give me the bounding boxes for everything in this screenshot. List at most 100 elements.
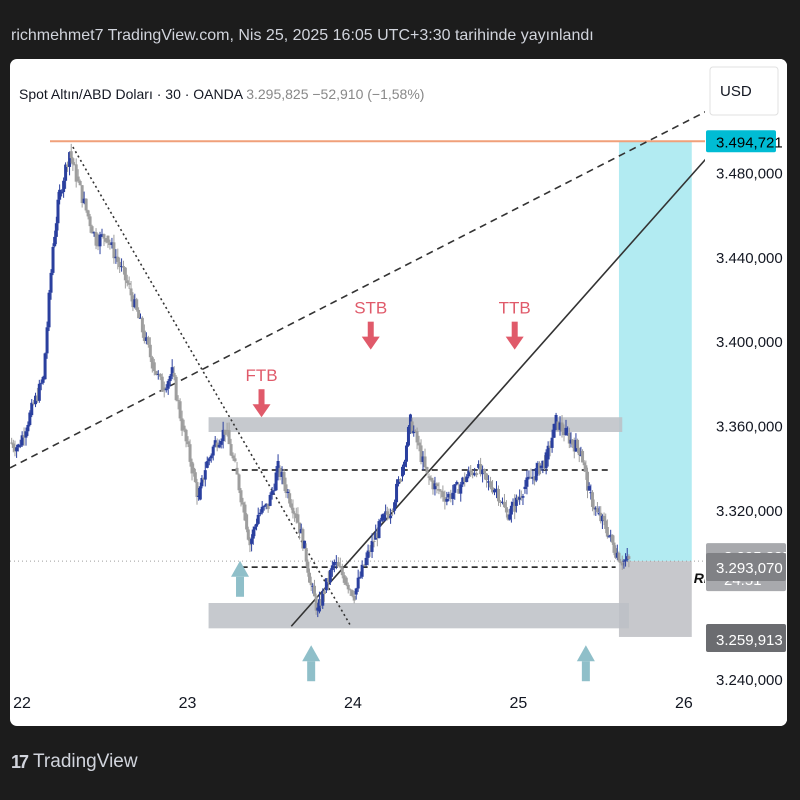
target-zone bbox=[618, 141, 692, 562]
candle-body bbox=[116, 256, 120, 262]
candle-body bbox=[558, 422, 562, 430]
candle-body bbox=[223, 429, 227, 435]
candle-body bbox=[148, 344, 152, 358]
candle-body bbox=[108, 242, 112, 246]
candle-body bbox=[76, 176, 80, 181]
candle-body bbox=[298, 522, 302, 534]
candle-body bbox=[193, 472, 197, 483]
candle-body bbox=[509, 505, 513, 515]
candle-body bbox=[90, 226, 94, 234]
x-tick-label: 26 bbox=[675, 695, 693, 712]
candle-body bbox=[453, 484, 457, 493]
candle-body bbox=[250, 538, 254, 544]
candle-body bbox=[125, 280, 129, 284]
candle-body bbox=[571, 439, 575, 445]
candle-body bbox=[457, 489, 461, 494]
candle-body bbox=[303, 540, 307, 549]
candle-body bbox=[235, 467, 239, 475]
candle-body bbox=[576, 439, 580, 449]
candle-body bbox=[299, 529, 303, 534]
candle-body bbox=[473, 473, 477, 476]
candle-body bbox=[627, 556, 631, 559]
candle-body bbox=[527, 476, 531, 478]
candle-body bbox=[308, 572, 312, 583]
price-axis[interactable] bbox=[705, 59, 787, 726]
ftb-label: FTB bbox=[245, 366, 277, 385]
candle-body bbox=[334, 562, 338, 564]
x-tick-label: 22 bbox=[13, 695, 31, 712]
candle-body bbox=[380, 514, 384, 521]
stop-price-label: 3.259,913 bbox=[716, 632, 783, 649]
candle-body bbox=[166, 381, 170, 389]
candle-body bbox=[64, 164, 68, 181]
candle-body bbox=[362, 564, 366, 566]
candle-body bbox=[131, 295, 135, 308]
candle-body bbox=[441, 491, 445, 498]
candle-body bbox=[401, 466, 405, 477]
ttb-arrow-icon bbox=[511, 321, 518, 338]
candle-body bbox=[479, 464, 483, 475]
candle-body bbox=[481, 469, 485, 475]
candle-body bbox=[197, 495, 201, 497]
candle-body bbox=[546, 445, 550, 460]
candle-body bbox=[326, 578, 330, 583]
candle-body bbox=[245, 514, 249, 530]
candle-body bbox=[410, 421, 414, 434]
candle-body bbox=[496, 489, 500, 502]
price-chart[interactable]: FTBSTBTTBRiskUSD3.480,0003.440,0003.400,… bbox=[10, 59, 787, 726]
candle-body bbox=[548, 445, 552, 448]
candle-body bbox=[56, 199, 60, 224]
candle-body bbox=[427, 476, 431, 478]
candle-body bbox=[54, 223, 58, 237]
candle-body bbox=[455, 481, 459, 485]
candle-body bbox=[525, 477, 529, 487]
candle-body bbox=[146, 337, 150, 345]
candle-body bbox=[402, 461, 406, 467]
chart-panel[interactable]: FTBSTBTTBRiskUSD3.480,0003.440,0003.400,… bbox=[10, 59, 787, 726]
x-tick-label: 25 bbox=[510, 695, 528, 712]
rising-trendline[interactable] bbox=[290, 129, 733, 627]
candle-body bbox=[607, 535, 611, 537]
candle-body bbox=[529, 476, 533, 479]
up-arrow-icon bbox=[302, 645, 321, 662]
candle-body bbox=[609, 534, 613, 536]
candle-body bbox=[156, 373, 160, 375]
y-tick-label-partial: 3.240,000 bbox=[716, 672, 783, 689]
candle-body bbox=[542, 460, 546, 469]
legend: Spot Altın/ABD Doları · 30 · OANDA 3.295… bbox=[19, 86, 424, 102]
candle-body bbox=[168, 375, 172, 382]
candle-body bbox=[110, 242, 114, 246]
candle-body bbox=[435, 483, 439, 487]
falling-dotted-trendline[interactable] bbox=[72, 146, 352, 627]
candle-body bbox=[172, 372, 176, 377]
candle-body bbox=[385, 511, 389, 515]
candle-body bbox=[158, 373, 162, 377]
candle-body bbox=[569, 439, 573, 444]
candle-body bbox=[554, 414, 558, 424]
candle-body bbox=[106, 235, 110, 243]
up-arrow-icon bbox=[231, 560, 250, 577]
lower-support-zone bbox=[208, 603, 629, 629]
candle-body bbox=[399, 479, 403, 482]
candle-body bbox=[523, 486, 527, 489]
candle-body bbox=[321, 591, 325, 606]
candle-body bbox=[469, 470, 473, 473]
candle-body bbox=[129, 288, 133, 296]
candle-body bbox=[174, 376, 178, 401]
currency-button[interactable] bbox=[709, 66, 779, 116]
channel-top-dashed[interactable] bbox=[10, 97, 732, 469]
candle-body bbox=[266, 503, 270, 510]
legend-symbol[interactable]: Spot Altın/ABD Doları · 30 · OANDA bbox=[19, 86, 246, 102]
candle-body bbox=[395, 483, 399, 503]
candle-body bbox=[519, 496, 523, 498]
up-arrow-shaft-icon bbox=[236, 576, 245, 597]
candle-body bbox=[491, 487, 495, 493]
candle-body bbox=[96, 239, 100, 247]
candle-body bbox=[184, 429, 188, 442]
candle-body bbox=[393, 502, 397, 511]
candle-body bbox=[577, 448, 581, 456]
candle-body bbox=[330, 565, 334, 571]
candle-body bbox=[346, 584, 350, 590]
candle-body bbox=[536, 463, 540, 469]
candle-body bbox=[471, 472, 475, 476]
